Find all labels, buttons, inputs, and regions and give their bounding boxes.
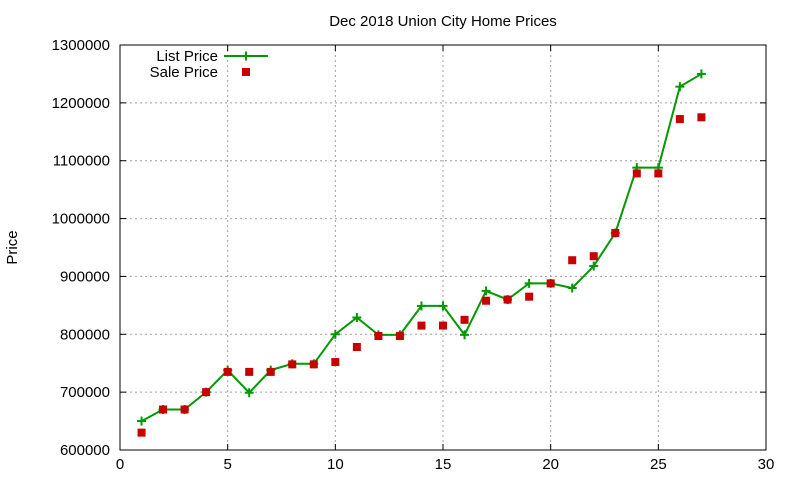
list-price-point [137,416,147,426]
x-tick-label: 0 [116,456,124,473]
legend-swatch-sale-price [242,68,250,76]
sale-price-point [374,332,383,341]
sale-price-point [460,315,469,324]
y-tick-label: 600000 [60,442,110,459]
sale-price-point [395,332,404,341]
y-tick-label: 800000 [60,326,110,343]
list-price-point [460,330,470,340]
sale-price-point [675,115,684,124]
sale-price-point [632,169,641,178]
sale-price-point [245,367,254,376]
list-price-point [524,278,534,288]
y-tick-label: 1200000 [52,95,110,112]
x-tick-label: 30 [758,456,775,473]
sale-price-point [439,321,447,330]
y-tick-label: 1000000 [52,211,110,228]
sale-price-point [266,367,275,376]
x-tick-label: 10 [327,456,344,473]
list-price-point [675,82,685,92]
sale-price-point [331,358,340,367]
sale-price-point [568,256,577,265]
y-axis-label: Price [4,230,21,264]
list-price-point [567,283,577,293]
list-price-point [696,69,706,79]
list-price-point [481,286,491,296]
sale-price-point [525,292,534,301]
y-tick-label: 900000 [60,268,110,285]
sale-price-point [546,279,555,288]
chart-title: Dec 2018 Union City Home Prices [329,13,557,30]
grid [120,45,766,450]
list-price-point [352,313,362,323]
sale-price-point [503,295,512,304]
sale-price-point [611,229,620,238]
sale-price-point [288,360,297,369]
legend-label-sale-price: Sale Price [150,64,218,81]
sale-price-point [309,360,318,369]
legend-label-list-price: List Price [156,48,218,65]
list-price-point [589,261,599,271]
sale-price-point [417,321,426,330]
x-tick-label: 5 [223,456,231,473]
x-tick-label: 25 [650,456,667,473]
sale-price-point [202,388,211,397]
sale-price-point [352,343,361,352]
legend-marker-list-price [241,51,251,61]
sale-price-point [137,428,146,437]
sale-price-point [223,367,232,376]
sale-price-point [697,113,706,122]
sale-price-point [180,405,189,414]
x-tick-label: 20 [542,456,559,473]
sale-price-point [654,169,663,178]
list-price-point [330,329,340,339]
list-price-point [416,301,426,311]
y-tick-label: 700000 [60,384,110,401]
x-tick-label: 15 [435,456,452,473]
axis-ticks: 0 5 10 15 20 25 30 600000 700000 800000 900000 1000… [52,37,775,473]
sale-price-point [159,405,168,414]
sale-price-point [589,252,598,261]
series-layer [137,69,706,437]
sale-price-point [482,296,491,305]
y-tick-label: 1100000 [53,153,110,170]
y-tick-label: 1300000 [52,37,110,54]
list-price-point [438,301,448,311]
list-price-point [244,388,254,398]
